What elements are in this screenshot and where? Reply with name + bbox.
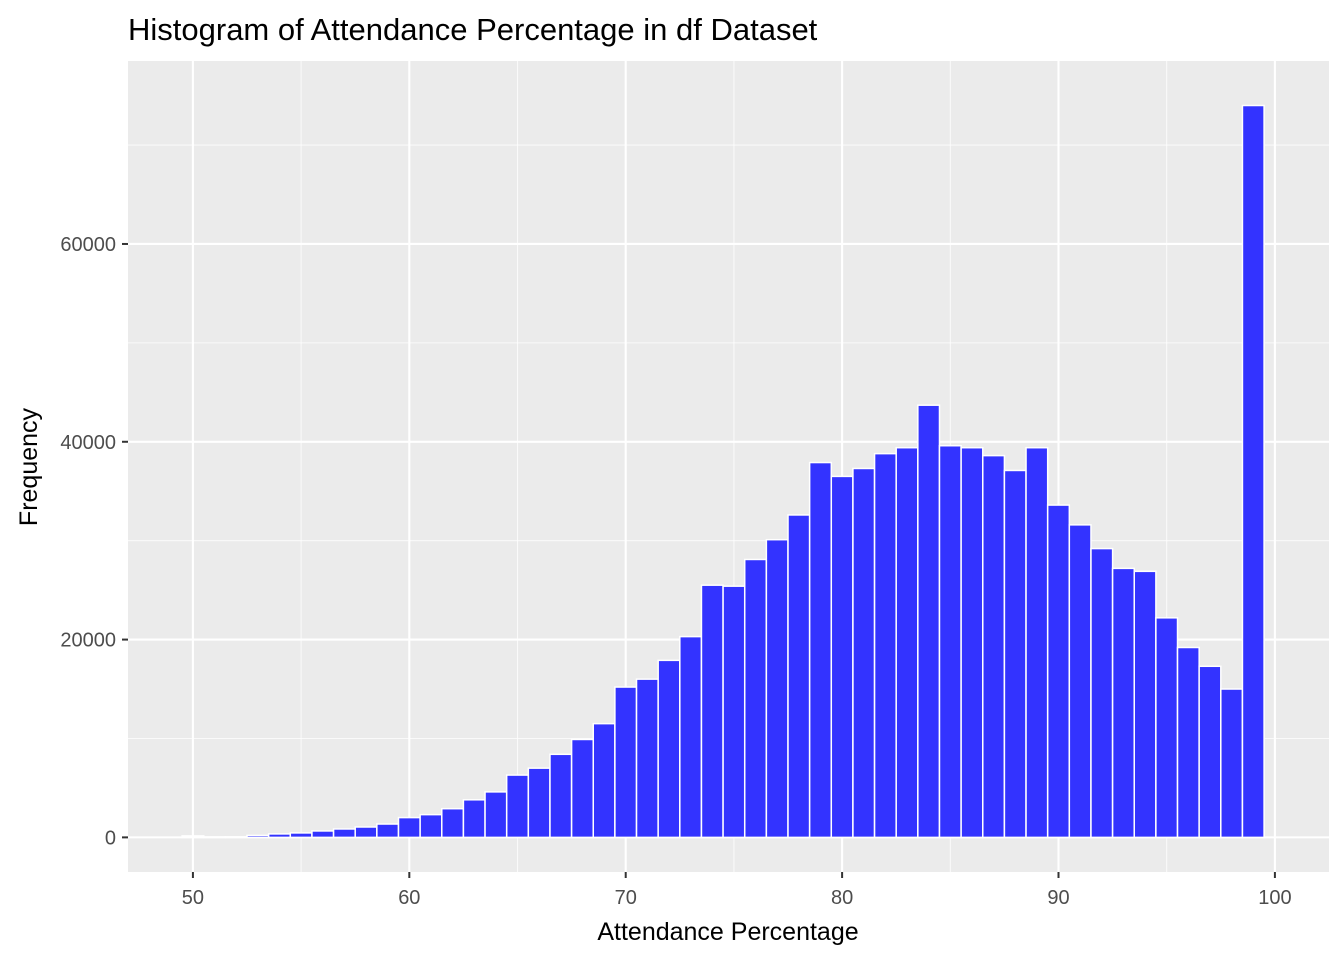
histogram-bar [570,738,595,839]
y-tick-label: 20000 [60,630,116,652]
histogram-bar [657,659,681,839]
histogram-bar [1046,504,1071,839]
histogram-bar [484,791,508,839]
histogram-bar [419,813,443,839]
histogram-bar [354,826,378,839]
histogram-bar [852,467,876,839]
histogram-bar [787,514,811,839]
x-tick-label: 100 [1258,887,1291,909]
histogram-bar [592,722,616,839]
histogram-bar [614,686,638,839]
histogram-bar [1068,524,1092,839]
histogram-bar [1241,104,1265,839]
x-axis-ticks: 50 60 70 80 90 100 [182,872,1292,909]
histogram-bar [1090,547,1114,839]
histogram-bar [505,774,530,839]
y-axis-ticks: 0 20000 40000 60000 [60,234,128,849]
histogram-bar [1133,570,1157,839]
histogram-bar [917,404,941,839]
histogram-bar [1198,665,1222,839]
histogram-bar [462,799,486,839]
histogram-bar [1003,469,1027,839]
x-axis-title: Attendance Percentage [597,918,858,946]
histogram-bar [289,832,313,839]
histogram-bar [830,475,854,839]
histogram-bar [765,538,789,839]
x-tick-label: 60 [398,887,420,909]
histogram-bar [267,833,292,839]
histogram-bar [224,836,248,839]
histogram-bar [743,558,768,839]
histogram-bar [549,753,573,839]
histogram-bar [527,767,551,839]
x-tick-label: 90 [1047,887,1069,909]
histogram-bar [1025,446,1049,839]
histogram-bar [635,678,659,839]
histogram-bar [441,807,465,839]
y-tick-label: 60000 [60,234,116,256]
histogram-bar [332,828,356,839]
histogram-bar [960,446,984,839]
histogram-bar [1155,617,1179,839]
histogram-bar [808,461,833,839]
histogram-bars [181,104,1265,839]
histogram-bar [873,452,897,839]
histogram-bar [679,635,703,839]
histogram-bar [311,830,335,839]
chart-title: Histogram of Attendance Percentage in df… [128,12,818,47]
histogram-bar [246,834,270,839]
y-tick-label: 40000 [60,432,116,454]
histogram-bar [938,444,962,839]
histogram-bar [722,585,746,839]
y-axis-title: Frequency [15,407,43,526]
histogram-bar [895,446,919,839]
histogram-bar [397,816,421,839]
y-tick-label: 0 [105,827,116,849]
histogram-bar [1111,567,1135,839]
x-tick-label: 80 [831,887,853,909]
histogram-bar [700,584,724,839]
histogram-bar [1176,646,1200,839]
histogram-bar [1220,688,1244,839]
x-tick-label: 70 [615,887,637,909]
x-tick-label: 50 [182,887,204,909]
histogram-bar [376,823,400,839]
histogram-bar [181,835,205,839]
histogram-bar [982,454,1006,839]
